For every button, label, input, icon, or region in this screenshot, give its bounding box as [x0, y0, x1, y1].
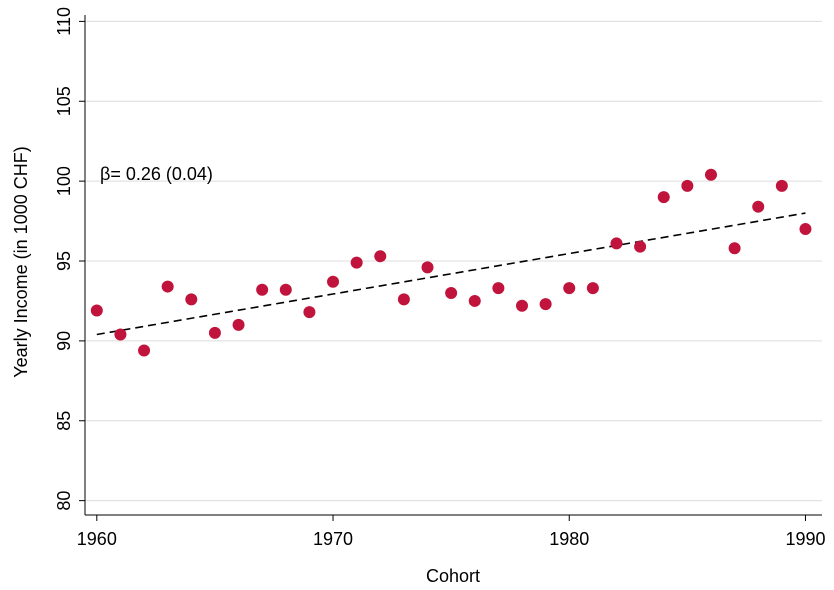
point — [114, 328, 127, 341]
y-tick-label: 105 — [54, 86, 74, 116]
x-tick-label: 1960 — [77, 529, 117, 549]
y-tick-label: 85 — [54, 411, 74, 431]
annotation: β= 0.26 (0.04) — [100, 164, 213, 184]
y-tick-label: 95 — [54, 251, 74, 271]
fit-line — [96, 212, 806, 336]
point — [468, 294, 481, 307]
point — [90, 304, 103, 317]
point — [350, 256, 363, 269]
point — [232, 318, 245, 331]
point — [610, 237, 623, 250]
point — [445, 286, 458, 299]
x-axis-label: Cohort — [426, 566, 480, 586]
x-tick-label: 1980 — [549, 529, 589, 549]
point — [799, 223, 812, 236]
point — [256, 283, 269, 296]
point — [374, 250, 387, 263]
point — [492, 282, 505, 295]
y-tick-label: 110 — [54, 7, 74, 36]
point — [634, 240, 647, 253]
point — [752, 200, 765, 213]
y-tick-label: 100 — [54, 166, 74, 196]
point — [539, 298, 552, 311]
y-tick-label: 80 — [54, 491, 74, 511]
y-axis-label: Yearly Income (in 1000 CHF) — [11, 146, 31, 377]
point — [586, 282, 599, 295]
point — [681, 179, 694, 192]
point — [327, 275, 340, 288]
point — [279, 283, 292, 296]
point — [138, 344, 151, 357]
point — [563, 282, 576, 295]
point — [161, 280, 174, 293]
point — [516, 299, 529, 312]
x-tick-label: 1970 — [313, 529, 353, 549]
y-tick-label: 90 — [54, 331, 74, 351]
point — [728, 242, 741, 255]
point — [208, 326, 221, 339]
x-tick-label: 1990 — [785, 529, 825, 549]
point — [185, 293, 198, 306]
point — [397, 293, 410, 306]
point — [775, 179, 788, 192]
point — [421, 261, 434, 274]
point — [303, 306, 316, 319]
point — [704, 168, 717, 181]
point — [657, 191, 670, 204]
